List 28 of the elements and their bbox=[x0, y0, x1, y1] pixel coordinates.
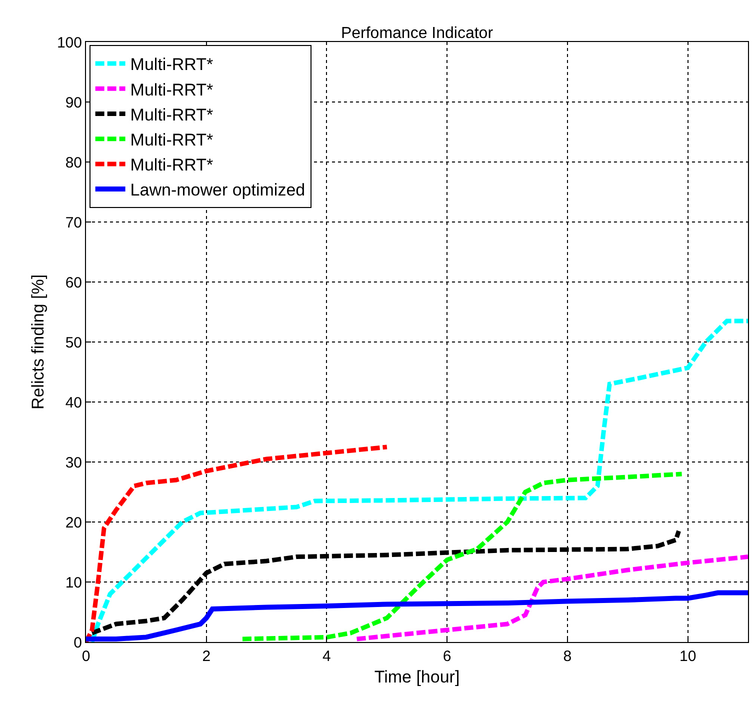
y-tick-label: 10 bbox=[65, 574, 82, 592]
legend-label: Multi-RRT* bbox=[130, 130, 214, 150]
y-tick-label: 0 bbox=[74, 634, 82, 652]
y-tick-label: 30 bbox=[65, 454, 82, 472]
line-series bbox=[90, 318, 748, 642]
x-tick-label: 6 bbox=[442, 648, 452, 665]
x-tick-label: 2 bbox=[202, 648, 211, 665]
y-tick-label: 100 bbox=[56, 34, 82, 52]
y-tick-label: 70 bbox=[65, 214, 82, 232]
line-series bbox=[86, 444, 390, 642]
y-tick-label: 90 bbox=[65, 94, 82, 112]
x-tick-label: 8 bbox=[563, 648, 572, 665]
y-tick-label: 80 bbox=[65, 154, 82, 172]
legend-label: Multi-RRT* bbox=[130, 156, 214, 175]
legend-label: Multi-RRT* bbox=[130, 105, 214, 124]
y-tick-label: 40 bbox=[65, 394, 82, 412]
chart-title: Perfomance Indicator bbox=[340, 25, 494, 42]
legend-label: Multi-RRT* bbox=[130, 80, 214, 100]
legend-label: Multi-RRT* bbox=[130, 55, 214, 74]
x-tick-label: 4 bbox=[322, 648, 331, 665]
y-tick-label: 20 bbox=[65, 514, 82, 532]
x-axis-title: Time [hour] bbox=[374, 667, 460, 686]
legend-label: Lawn-mower optimized bbox=[130, 180, 306, 200]
y-axis-title: Relicts finding [%] bbox=[28, 274, 48, 410]
y-tick-label: 50 bbox=[65, 334, 82, 352]
y-tick-label: 60 bbox=[65, 274, 82, 292]
line-series bbox=[354, 554, 748, 642]
x-tick-label: 10 bbox=[679, 648, 696, 665]
